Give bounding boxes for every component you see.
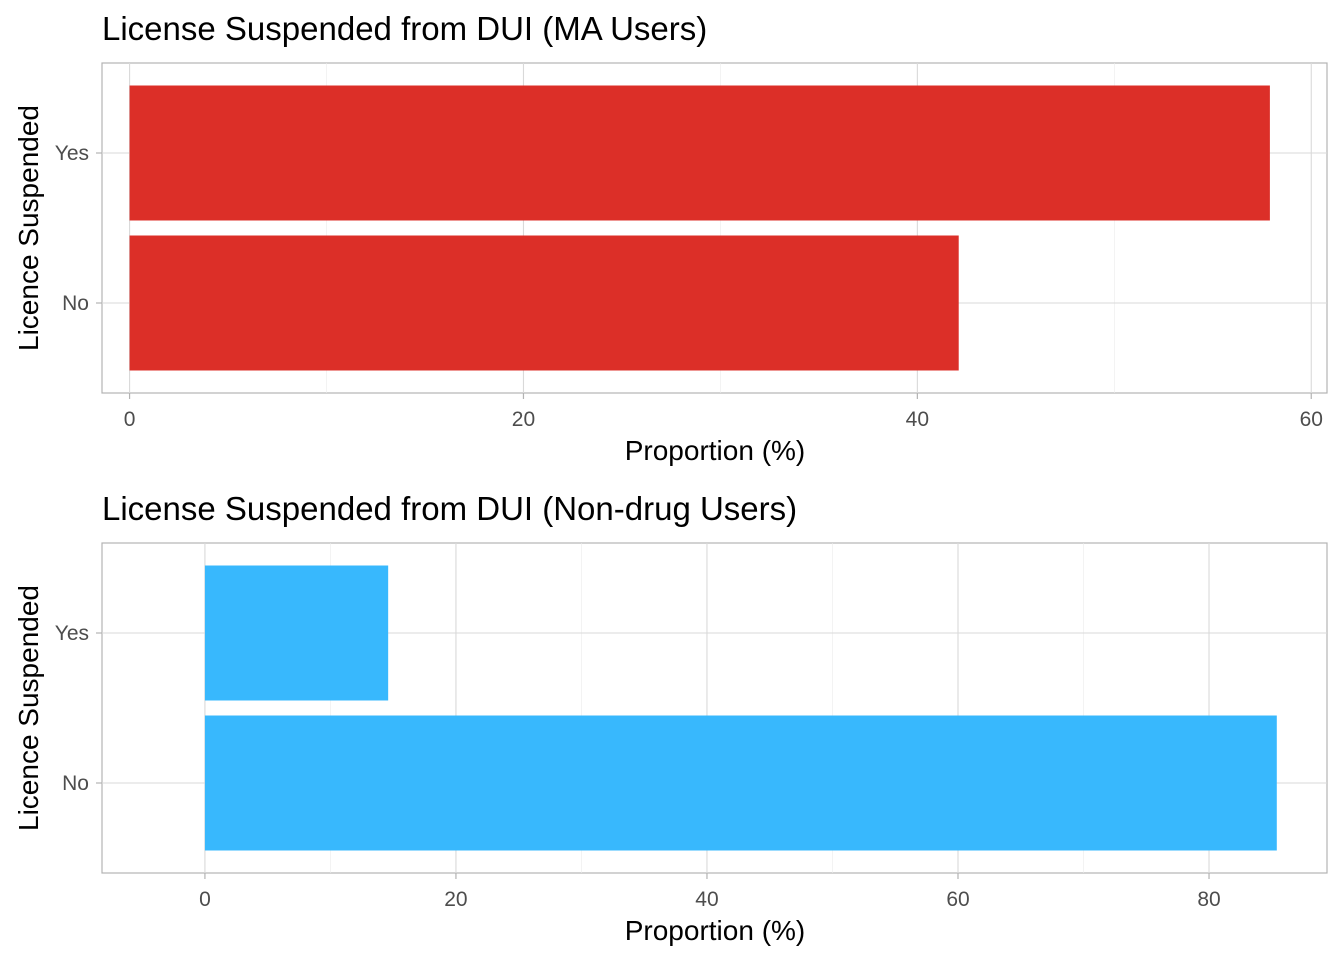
plot-panel-border	[101, 62, 1328, 394]
x-axis-ticks: 0 20 40 60	[124, 393, 1323, 431]
y-axis-ticks: No Yes	[55, 142, 102, 315]
chart-panel-non-drug-users: License Suspended from DUI (Non-drug Use…	[13, 490, 1328, 946]
y-axis-title: Licence Suspended	[13, 585, 44, 831]
bars	[129, 85, 1270, 371]
x-tick-label: 20	[444, 888, 467, 911]
bar-no	[129, 235, 959, 371]
x-tick-label: 60	[946, 888, 969, 911]
bar-yes	[129, 85, 1270, 221]
chart-title: License Suspended from DUI (MA Users)	[102, 10, 707, 47]
x-axis-title: Proportion (%)	[625, 435, 806, 466]
y-tick-label: No	[62, 772, 89, 795]
bar-yes	[204, 565, 389, 701]
y-axis-title: Licence Suspended	[13, 105, 44, 351]
y-axis-ticks: No Yes	[55, 622, 102, 795]
chart-title: License Suspended from DUI (Non-drug Use…	[102, 490, 797, 527]
x-tick-label: 0	[124, 408, 136, 431]
x-tick-label: 60	[1300, 408, 1323, 431]
x-tick-label: 40	[695, 888, 718, 911]
bar-no	[204, 715, 1277, 851]
x-tick-label: 40	[906, 408, 929, 431]
y-tick-label: Yes	[55, 142, 89, 165]
y-tick-label: Yes	[55, 622, 89, 645]
plot-panel-border	[101, 542, 1328, 874]
chart-panel-ma-users: License Suspended from DUI (MA Users) 0 2…	[13, 10, 1328, 466]
x-tick-label: 80	[1197, 888, 1220, 911]
x-tick-label: 20	[512, 408, 535, 431]
x-axis-title: Proportion (%)	[625, 915, 806, 946]
x-tick-label: 0	[199, 888, 211, 911]
x-axis-ticks: 0 20 40 60 80	[199, 873, 1221, 911]
y-tick-label: No	[62, 292, 89, 315]
bars	[204, 565, 1277, 851]
